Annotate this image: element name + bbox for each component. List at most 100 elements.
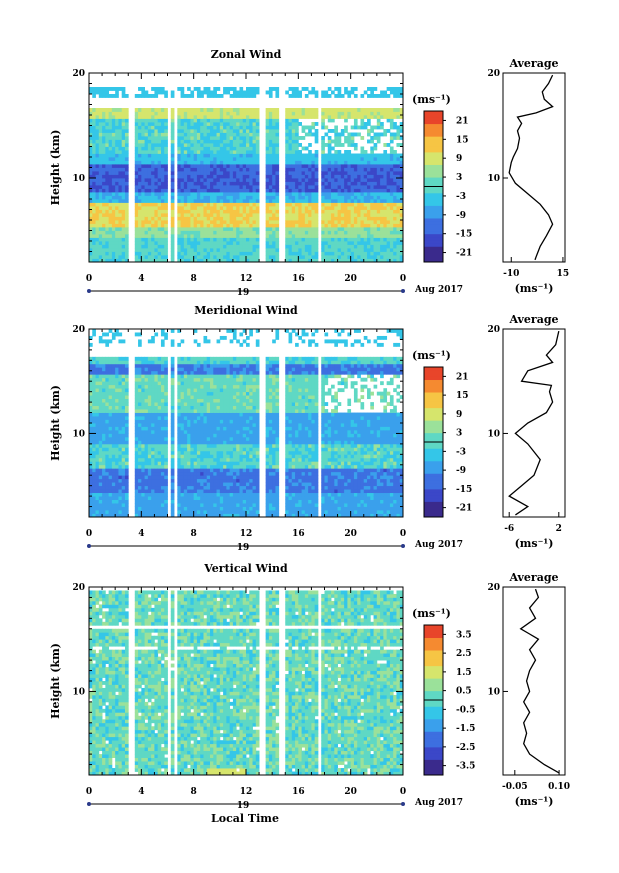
heatmap-cell: [160, 122, 165, 126]
heatmap-cell: [151, 241, 155, 245]
heatmap-cell: [226, 220, 231, 224]
heatmap-cell: [138, 443, 142, 448]
heatmap-cell: [229, 192, 234, 196]
heatmap-cell: [376, 220, 381, 224]
heatmap-cell: [89, 335, 93, 340]
heatmap-cell: [249, 220, 253, 224]
heatmap-cell: [115, 195, 119, 200]
heatmap-cell: [340, 94, 345, 98]
heatmap-cell: [154, 419, 159, 424]
heatmap-cell: [118, 450, 123, 455]
heatmap-cell: [124, 416, 129, 420]
heatmap-cell: [124, 206, 129, 210]
heatmap-cell: [327, 139, 332, 144]
heatmap-cell: [288, 87, 293, 91]
heatmap-cell: [334, 174, 338, 179]
heatmap-cell: [213, 111, 217, 116]
heatmap-cell: [98, 195, 103, 200]
heatmap-cell: [383, 174, 388, 179]
heatmap-cell: [252, 94, 257, 98]
heatmap-cell: [183, 244, 188, 249]
heatmap-cell: [190, 153, 195, 158]
heatmap-cell: [229, 139, 234, 144]
heatmap-cell: [337, 244, 342, 249]
heatmap-cell: [105, 391, 110, 396]
heatmap-cell: [308, 202, 312, 207]
heatmap-cell: [383, 223, 388, 228]
heatmap-cell: [367, 185, 371, 189]
heatmap-cell: [95, 412, 100, 417]
heatmap-cell: [288, 167, 293, 172]
heatmap-cell: [399, 213, 404, 217]
heatmap-cell: [134, 398, 139, 403]
heatmap-cell: [118, 143, 123, 147]
heatmap-cell: [213, 129, 217, 133]
heatmap-cell: [327, 87, 332, 91]
heatmap-cell: [275, 87, 280, 91]
heatmap-cell: [232, 115, 237, 119]
heatmap-cell: [389, 132, 394, 137]
heatmap-cell: [98, 436, 103, 441]
heatmap-cell: [383, 227, 388, 231]
heatmap-cell: [102, 129, 106, 133]
heatmap-cell: [239, 213, 244, 217]
heatmap-cell: [95, 457, 100, 462]
heatmap-cell: [203, 122, 208, 126]
heatmap-cell: [144, 447, 149, 452]
heatmap-cell: [124, 220, 129, 224]
heatmap-cell: [337, 153, 342, 158]
heatmap-cell: [219, 251, 224, 256]
heatmap-cell: [102, 513, 106, 518]
heatmap-cell: [108, 164, 113, 168]
heatmap-cell: [190, 178, 195, 182]
heatmap-cell: [357, 255, 361, 259]
heatmap-cell: [393, 111, 397, 116]
heatmap-cell: [324, 181, 329, 186]
heatmap-cell: [89, 436, 93, 441]
heatmap-cell: [95, 129, 100, 133]
heatmap-cell: [105, 492, 110, 497]
heatmap-cell: [115, 118, 119, 123]
heatmap-cell: [105, 461, 110, 466]
heatmap-cell: [187, 199, 191, 203]
heatmap-cell: [393, 160, 397, 165]
heatmap-cell: [151, 94, 155, 98]
heatmap-cell: [340, 178, 345, 182]
heatmap-cell: [190, 174, 195, 179]
heatmap-cell: [347, 111, 352, 116]
heatmap-cell: [314, 188, 319, 193]
heatmap-cell: [363, 153, 368, 158]
heatmap-cell: [268, 213, 273, 217]
heatmap-cell: [190, 237, 195, 242]
heatmap-cell: [134, 234, 139, 238]
heatmap-cell: [111, 429, 116, 434]
heatmap-cell: [147, 461, 152, 466]
heatmap-cell: [298, 255, 302, 259]
heatmap-cell: [154, 174, 159, 179]
heatmap-cell: [138, 248, 142, 252]
heatmap-cell: [383, 181, 388, 186]
heatmap-cell: [265, 115, 270, 119]
heatmap-cell: [200, 227, 204, 231]
heatmap-cell: [105, 513, 110, 518]
heatmap-cell: [239, 223, 244, 228]
heatmap-cell: [154, 475, 159, 480]
heatmap-cell: [157, 195, 162, 200]
heatmap-cell: [144, 125, 149, 130]
heatmap-cell: [301, 164, 306, 168]
heatmap-cell: [170, 115, 175, 119]
heatmap-cell: [102, 457, 106, 462]
heatmap-cell: [396, 178, 401, 182]
heatmap-cell: [236, 153, 240, 158]
heatmap-cell: [252, 251, 257, 256]
heatmap-cell: [92, 443, 96, 448]
heatmap-cell: [157, 433, 162, 438]
heatmap-cell: [242, 164, 247, 168]
heatmap-cell: [187, 251, 191, 256]
heatmap-cell: [324, 237, 329, 242]
heatmap-cell: [102, 510, 106, 514]
heatmap-cell: [111, 405, 116, 410]
heatmap-cell: [147, 489, 152, 494]
heatmap-cell: [118, 423, 123, 427]
heatmap-cell: [360, 251, 365, 256]
